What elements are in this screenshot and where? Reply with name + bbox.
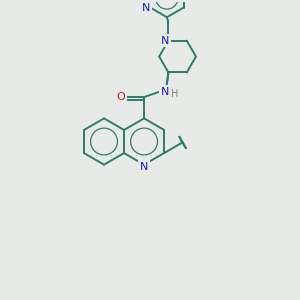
Text: N: N bbox=[140, 162, 148, 172]
Text: O: O bbox=[117, 92, 126, 102]
Text: N: N bbox=[160, 36, 169, 46]
Text: H: H bbox=[171, 89, 178, 99]
Text: N: N bbox=[142, 3, 150, 13]
Text: N: N bbox=[160, 87, 169, 97]
